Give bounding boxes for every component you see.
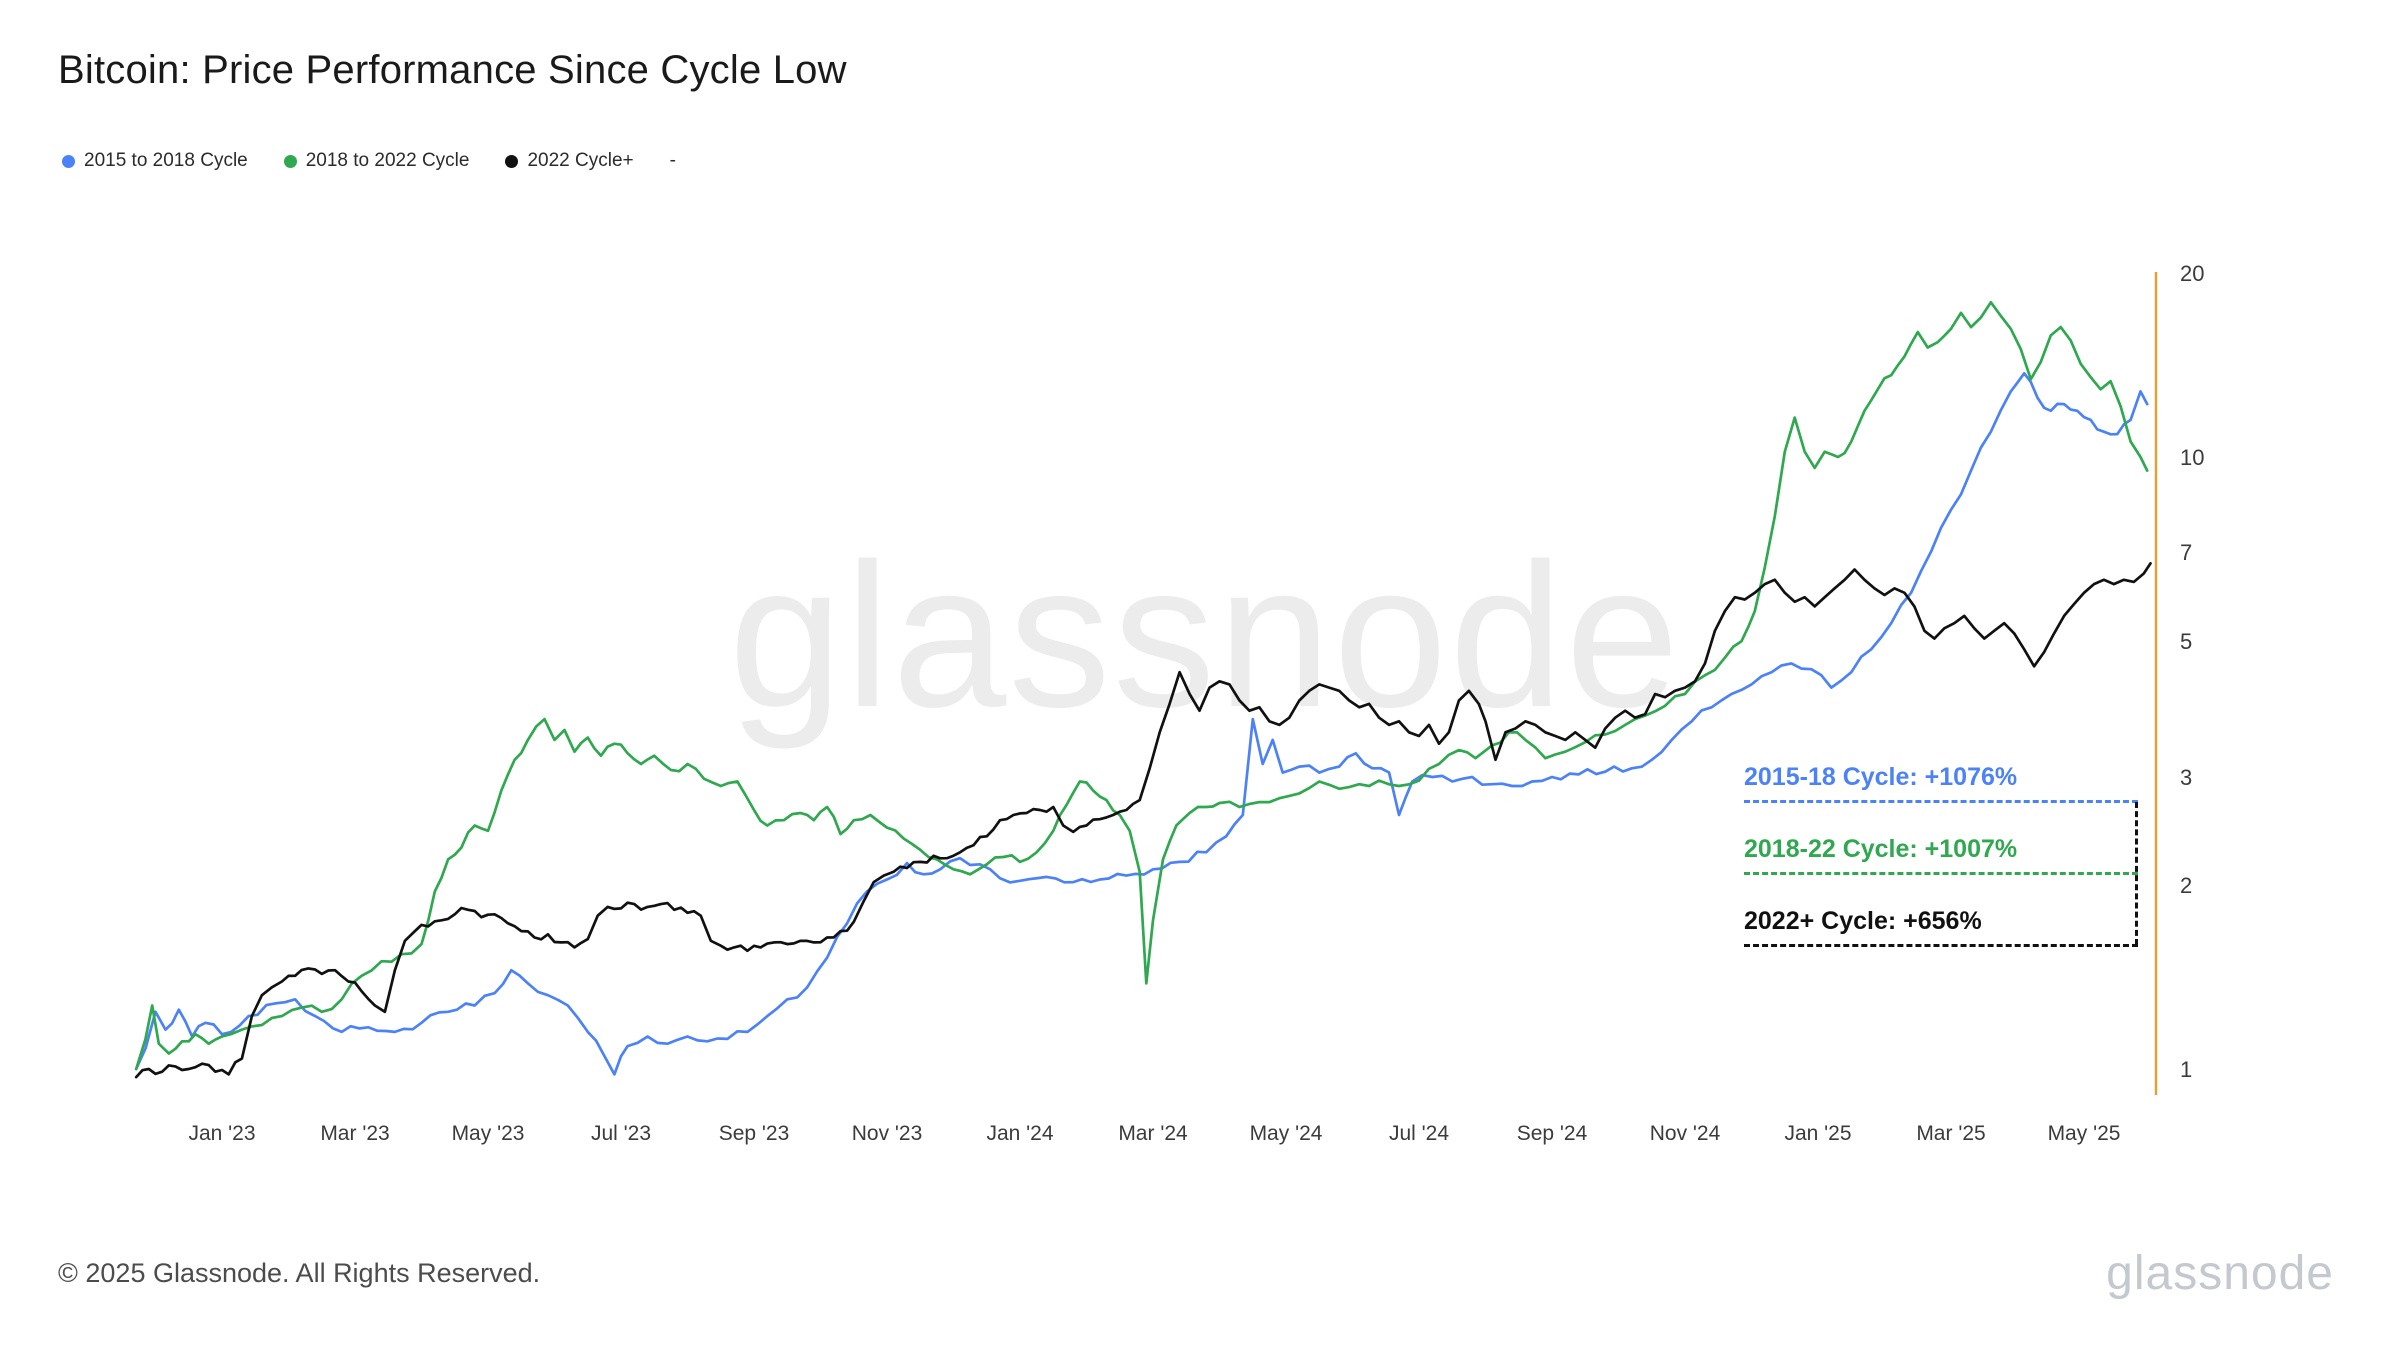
glassnode-logo: glassnode: [2106, 1247, 2334, 1300]
glassnode-watermark: glassnode: [728, 521, 1682, 750]
copyright-text: © 2025 Glassnode. All Rights Reserved.: [58, 1258, 541, 1288]
x-axis-tick-label: Jul '23: [591, 1122, 651, 1145]
legend-item-3[interactable]: -: [670, 150, 676, 172]
legend-item-label: 2015 to 2018 Cycle: [84, 150, 248, 171]
legend-item-1[interactable]: 2018 to 2022 Cycle: [283, 150, 470, 172]
x-axis-tick-label: Mar '24: [1118, 1122, 1188, 1145]
x-axis-tick-label: Nov '24: [1650, 1122, 1721, 1145]
x-axis-tick-label: Sep '24: [1517, 1122, 1588, 1145]
series-line-2022-plus: [134, 562, 2152, 1079]
x-axis-tick-label: Jul '24: [1389, 1122, 1449, 1145]
legend-item-label: 2022 Cycle+: [527, 150, 634, 171]
x-axis-tick-label: Jan '24: [986, 1122, 1053, 1145]
legend-dot: [283, 154, 297, 168]
legend-item-label: -: [669, 150, 676, 171]
y-axis-tick-label: 20: [2180, 261, 2204, 286]
x-axis-tick-label: Mar '23: [320, 1122, 389, 1145]
legend-dot: [62, 154, 75, 168]
legend-item-0[interactable]: 2015 to 2018 Cycle: [62, 150, 248, 172]
legend-item-label: 2018 to 2022 Cycle: [305, 150, 470, 171]
x-axis-tick-label: Sep '23: [719, 1122, 790, 1145]
x-axis-tick-label: Jan '25: [1784, 1122, 1851, 1145]
legend-item-2[interactable]: 2022 Cycle+: [505, 150, 634, 172]
series-line-2018-2022: [134, 300, 2149, 1071]
series-line-2015-2018: [134, 371, 2149, 1076]
y-axis-tick-label: 3: [2180, 765, 2192, 790]
y-axis-tick-label: 2: [2180, 873, 2192, 898]
y-axis-tick-label: 10: [2180, 445, 2204, 470]
x-axis-tick-label: May '25: [2048, 1122, 2121, 1145]
chart-legend: 2015 to 2018 Cycle 2018 to 2022 Cycle 2022…: [62, 150, 676, 172]
y-axis-tick-label: 1: [2180, 1057, 2192, 1082]
x-axis-tick-label: Nov '23: [852, 1122, 923, 1145]
x-axis-tick-label: May '24: [1250, 1122, 1323, 1145]
x-axis-tick-label: Mar '25: [1916, 1122, 1985, 1145]
y-axis-tick-label: 7: [2180, 540, 2192, 565]
x-axis-tick-label: May '23: [452, 1122, 525, 1145]
y-axis-tick-label: 5: [2180, 629, 2192, 654]
legend-dot: [505, 154, 519, 168]
x-axis-tick-label: Jan '23: [188, 1122, 255, 1145]
chart-title: Bitcoin: Price Performance Since Cycle L…: [58, 48, 847, 92]
